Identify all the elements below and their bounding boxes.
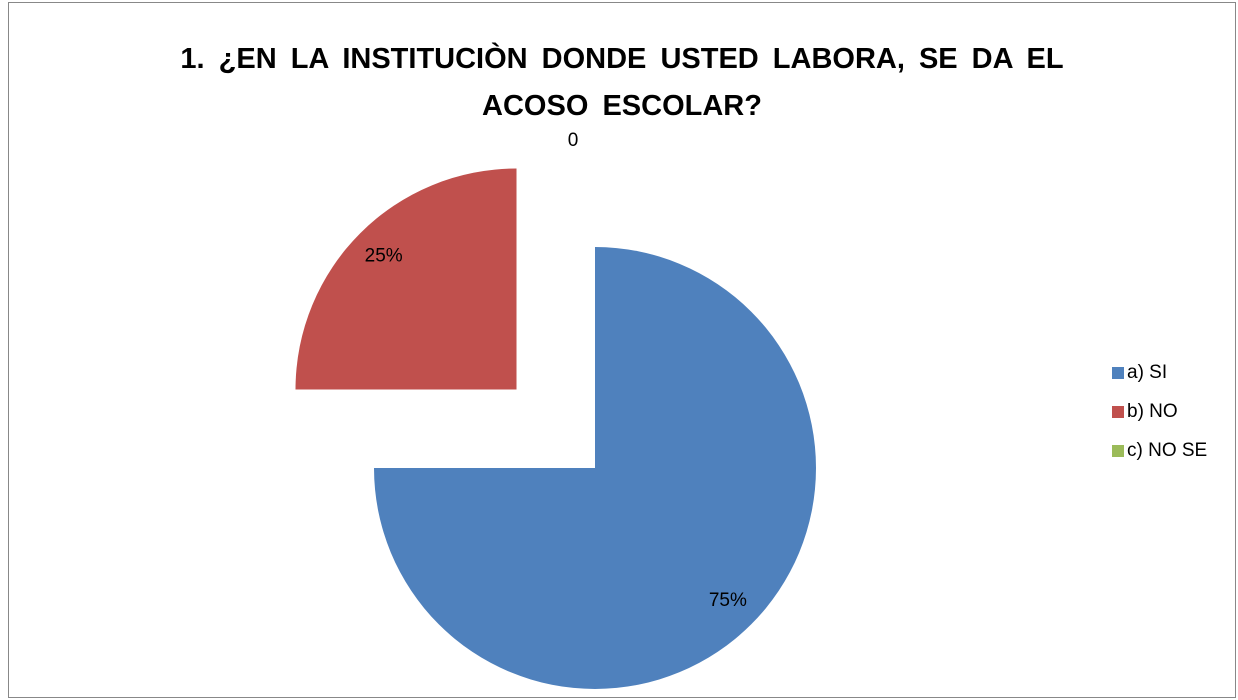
- data-label: 75%: [709, 590, 747, 611]
- legend-label: b) NO: [1127, 401, 1178, 422]
- data-label: 25%: [365, 246, 403, 267]
- legend-swatch: [1112, 367, 1124, 379]
- legend-swatch: [1112, 406, 1124, 418]
- data-label: 0: [568, 130, 579, 151]
- legend-label: a) SI: [1127, 362, 1167, 383]
- legend-swatch: [1112, 445, 1124, 457]
- pie-slice: [295, 168, 517, 390]
- chart-frame: [8, 2, 1236, 698]
- pie-slice: [374, 247, 816, 689]
- chart-title: 1. ¿EN LA INSTITUCIÒN DONDE USTED LABORA…: [180, 43, 1064, 122]
- legend-label: c) NO SE: [1127, 440, 1207, 461]
